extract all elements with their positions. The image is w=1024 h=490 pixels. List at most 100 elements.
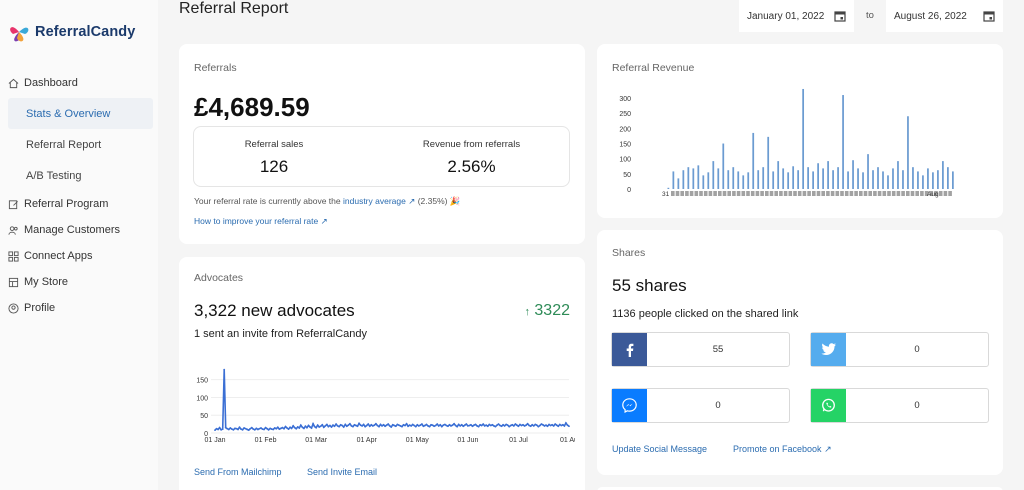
- share-count: 0: [914, 400, 920, 411]
- share-facebook-button[interactable]: 55: [611, 332, 790, 367]
- share-count: 0: [914, 344, 920, 355]
- sidebar-item-label: Connect Apps: [24, 250, 93, 262]
- share-count: 0: [715, 400, 721, 411]
- sidebar-item-ab-testing[interactable]: A/B Testing: [0, 160, 158, 191]
- advocates-point: [489, 424, 492, 427]
- y-tick-label: 200: [619, 126, 631, 133]
- revenue-bar: [927, 168, 929, 189]
- advocates-point: [247, 429, 250, 432]
- advocates-point: [466, 424, 469, 427]
- sidebar-item-label: Manage Customers: [24, 224, 120, 236]
- advocates-point: [523, 424, 526, 427]
- x-tick-label: [689, 191, 694, 196]
- update-social-message-link[interactable]: Update Social Message: [612, 444, 708, 454]
- advocates-line-chart: 150 100 50 001 Jan 01 Feb 01 Mar 01 Apr 01 May 0…: [196, 368, 575, 444]
- x-tick-label: 01 Jan: [204, 437, 225, 444]
- advocates-point: [515, 424, 518, 427]
- advocates-point: [497, 423, 500, 426]
- advocates-point: [557, 425, 560, 428]
- x-tick-label: [812, 191, 816, 196]
- referral-sales-label: Referral sales: [244, 139, 304, 150]
- revenue-bar: [687, 167, 690, 189]
- advocates-point: [566, 424, 569, 427]
- shares-card: Shares 55 shares 1136 people clicked on …: [597, 230, 1003, 475]
- sidebar-item-stats-overview[interactable]: Stats & Overview: [8, 98, 153, 129]
- sidebar-item-profile[interactable]: Profile: [0, 295, 158, 321]
- advocates-point: [253, 428, 256, 431]
- revenue-bar: [782, 168, 785, 189]
- advocates-point: [243, 427, 246, 429]
- revenue-bar: [807, 167, 810, 189]
- referral-stats-box: Referral sales 126 Revenue from referral…: [193, 126, 570, 187]
- revenue-bar: [922, 175, 924, 189]
- advocates-point: [448, 423, 451, 426]
- calendar-icon[interactable]: [834, 10, 846, 22]
- x-tick-label: 01 Apr: [357, 437, 378, 444]
- improve-referral-rate-link[interactable]: How to improve your referral rate ↗: [194, 216, 328, 227]
- advocates-point: [479, 423, 482, 426]
- sidebar-item-manage-customers[interactable]: Manage Customers: [0, 217, 158, 243]
- sidebar-item-connect-apps[interactable]: Connect Apps: [0, 243, 158, 269]
- x-tick-label: 01 Jun: [457, 437, 478, 444]
- x-tick-label: [934, 191, 938, 196]
- advocates-point: [525, 424, 527, 427]
- sidebar-item-dashboard[interactable]: Dashboard: [0, 70, 158, 96]
- advocates-point: [473, 424, 475, 427]
- sidebar-item-label: A/B Testing: [26, 169, 82, 182]
- advocates-point: [293, 426, 296, 429]
- sidebar-item-referral-report[interactable]: Referral Report: [0, 129, 158, 160]
- advocates-point: [365, 424, 368, 427]
- revenue-bar: [942, 161, 944, 189]
- x-tick-label: [765, 191, 769, 196]
- advocates-point: [399, 424, 402, 427]
- revenue-bar: [847, 171, 849, 189]
- x-tick-label: [826, 191, 830, 196]
- revenue-bar: [752, 132, 755, 189]
- advocates-point: [534, 423, 537, 426]
- x-tick-label: [948, 191, 952, 196]
- advocates-point: [551, 423, 554, 426]
- x-tick-label: 01 May: [406, 437, 429, 444]
- advocates-point: [528, 424, 531, 427]
- revenue-from-referrals-value: 2.56%: [447, 157, 496, 176]
- industry-average-link[interactable]: industry average ↗: [343, 196, 415, 206]
- referral-rate-note: Your referral rate is currently above th…: [194, 196, 460, 207]
- advocates-point: [335, 423, 337, 426]
- advocates-point: [542, 423, 544, 426]
- advocates-point: [229, 427, 232, 429]
- sidebar-nav: Dashboard Stats & Overview Referral Repo…: [0, 70, 158, 321]
- advocates-point: [269, 427, 272, 430]
- advocates-point: [405, 422, 408, 425]
- sidebar-item-my-store[interactable]: My Store: [0, 269, 158, 295]
- advocates-point: [445, 424, 448, 427]
- advocates-point: [329, 424, 331, 427]
- share-messenger-button[interactable]: 0: [611, 388, 790, 423]
- share-whatsapp-button[interactable]: 0: [810, 388, 989, 423]
- card-title: Referral Revenue: [612, 62, 695, 74]
- x-tick-label: [732, 191, 736, 196]
- sidebar: ReferralCandy Dashboard Stats & Overview…: [0, 0, 158, 490]
- advocates-point: [439, 423, 442, 426]
- advocates-point: [514, 423, 517, 426]
- advocates-point: [437, 424, 440, 427]
- send-invite-email-link[interactable]: Send Invite Email: [307, 467, 378, 477]
- advocates-point: [237, 428, 239, 431]
- date-to-input[interactable]: August 26, 2022: [886, 0, 1003, 32]
- advocates-point: [313, 425, 316, 428]
- revenue-bar: [887, 175, 889, 189]
- send-from-mailchimp-link[interactable]: Send From Mailchimp: [194, 467, 282, 477]
- revenue-bar: [787, 172, 790, 189]
- advocates-point: [407, 425, 409, 428]
- advocates-point: [488, 423, 491, 426]
- advocates-point: [325, 423, 328, 426]
- brand-logo[interactable]: ReferralCandy: [7, 20, 135, 44]
- advocates-point: [417, 424, 420, 427]
- date-from-input[interactable]: January 01, 2022: [739, 0, 854, 32]
- calendar-icon[interactable]: [983, 10, 995, 22]
- promote-on-facebook-link[interactable]: Promote on Facebook ↗: [733, 444, 832, 455]
- referral-total-value: £4,689.59: [194, 92, 310, 122]
- advocates-point: [322, 426, 325, 429]
- sidebar-item-referral-program[interactable]: Referral Program: [0, 191, 158, 217]
- share-twitter-button[interactable]: 0: [810, 332, 989, 367]
- advocates-point: [496, 424, 498, 427]
